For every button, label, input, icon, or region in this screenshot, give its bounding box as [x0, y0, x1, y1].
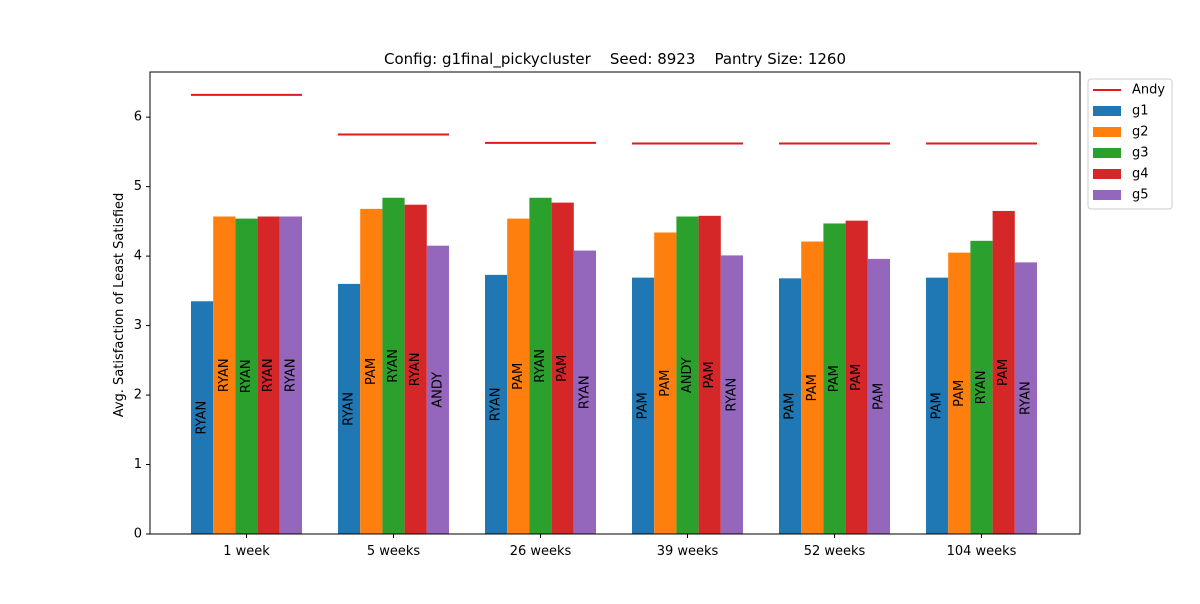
- bar-g5-3: [720, 255, 743, 534]
- bar-label-g4-4: PAM: [849, 364, 864, 391]
- bar-g5-2: [573, 250, 596, 534]
- x-tick-label-2: 26 weeks: [510, 544, 572, 559]
- bar-label-g2-0: RYAN: [217, 358, 232, 392]
- bar-label-g2-2: PAM: [511, 363, 526, 390]
- bar-g1-3: [632, 277, 655, 534]
- bar-g4-1: [404, 204, 427, 534]
- bar-g4-3: [698, 215, 721, 534]
- legend-swatch-g1: [1093, 106, 1121, 116]
- bar-g5-1: [426, 245, 449, 534]
- bar-label-g3-1: RYAN: [386, 349, 401, 383]
- y-tick-label-3: 3: [134, 318, 142, 333]
- bar-g2-5: [948, 252, 971, 534]
- bar-g3-1: [382, 197, 405, 534]
- legend-label-andy: Andy: [1132, 83, 1165, 98]
- chart-title: Config: g1final_pickycluster Seed: 8923 …: [384, 50, 846, 69]
- legend-swatch-g4: [1093, 169, 1121, 179]
- bar-g1-5: [926, 277, 949, 534]
- bar-label-g5-1: ANDY: [430, 372, 445, 408]
- bar-g1-2: [485, 274, 508, 534]
- x-tick-label-4: 52 weeks: [804, 544, 866, 559]
- bar-label-g4-5: PAM: [996, 359, 1011, 386]
- bar-g3-0: [235, 218, 258, 534]
- bar-label-g4-0: RYAN: [261, 358, 276, 392]
- bar-label-g1-5: PAM: [930, 392, 945, 419]
- bar-g4-4: [845, 220, 868, 534]
- legend-label-g1: g1: [1132, 104, 1149, 119]
- bar-label-g3-5: RYAN: [974, 371, 989, 405]
- bar-label-g3-2: RYAN: [533, 349, 548, 383]
- bar-label-g4-1: RYAN: [408, 352, 423, 386]
- bars-layer: [191, 197, 1037, 535]
- bar-label-g2-4: PAM: [805, 374, 820, 401]
- y-tick-label-6: 6: [134, 110, 142, 125]
- bar-g1-0: [191, 301, 214, 534]
- bar-label-g1-3: PAM: [636, 392, 651, 419]
- bar-g4-0: [257, 216, 280, 535]
- bar-label-g1-2: RYAN: [489, 388, 504, 422]
- x-tick-label-5: 104 weeks: [947, 544, 1017, 559]
- bar-g1-1: [338, 283, 361, 534]
- bar-g2-1: [360, 208, 383, 534]
- bar-g3-3: [676, 216, 699, 535]
- legend: Andy g1 g2 g3 g4 g5: [1087, 78, 1173, 210]
- reference-lines-layer: [191, 93, 1037, 145]
- x-tick-label-3: 39 weeks: [657, 544, 719, 559]
- bar-label-g5-2: RYAN: [577, 375, 592, 409]
- bar-label-g5-3: RYAN: [724, 378, 739, 412]
- bar-label-g4-2: PAM: [555, 355, 570, 382]
- y-tick-label-4: 4: [134, 249, 142, 264]
- bar-g3-2: [529, 197, 552, 534]
- legend-label-g5: g5: [1132, 188, 1149, 203]
- y-tick-label-1: 1: [134, 457, 142, 472]
- legend-swatch-g5: [1093, 190, 1121, 200]
- bar-labels-layer: RYAN RYAN RYAN RYAN RYAN RYAN PAM RYAN RYAN ANDY R…: [195, 349, 1034, 435]
- axes-layer: 1 week 5 weeks 26 weeks 39 weeks 52 weeks 104…: [134, 71, 1081, 559]
- y-tick-label-5: 5: [134, 179, 142, 194]
- legend-label-g2: g2: [1132, 125, 1149, 140]
- y-axis-label: Avg. Satisfaction of Least Satisfied: [112, 193, 127, 418]
- bar-g1-4: [779, 278, 802, 534]
- bar-label-g4-3: PAM: [702, 361, 717, 388]
- bar-g4-5: [992, 210, 1015, 534]
- legend-swatch-g2: [1093, 127, 1121, 137]
- bar-g2-0: [213, 216, 236, 535]
- bar-g5-4: [867, 258, 890, 534]
- bar-label-g1-4: PAM: [783, 393, 798, 420]
- bar-g2-3: [654, 232, 677, 535]
- bar-label-g5-5: RYAN: [1018, 381, 1033, 415]
- bar-label-g2-1: PAM: [364, 358, 379, 385]
- y-tick-label-2: 2: [134, 388, 142, 403]
- x-tick-label-0: 1 week: [223, 544, 270, 559]
- bar-label-g3-3: ANDY: [680, 357, 695, 393]
- bar-label-g1-1: RYAN: [342, 392, 357, 426]
- x-tick-label-1: 5 weeks: [367, 544, 421, 559]
- bar-label-g1-0: RYAN: [195, 401, 210, 435]
- bar-g4-2: [551, 202, 574, 534]
- bar-label-g5-0: RYAN: [283, 358, 298, 392]
- bar-label-g2-3: PAM: [658, 370, 673, 397]
- bar-g3-5: [970, 240, 993, 535]
- bar-g2-2: [507, 218, 530, 534]
- bar-label-g5-4: PAM: [871, 383, 886, 410]
- bar-label-g2-5: PAM: [952, 380, 967, 407]
- legend-label-g3: g3: [1132, 146, 1149, 161]
- legend-swatch-g3: [1093, 148, 1121, 158]
- plot-frame: [149, 71, 1081, 535]
- y-tick-label-0: 0: [134, 527, 142, 542]
- bar-label-g3-4: PAM: [827, 365, 842, 392]
- legend-box: [1087, 78, 1173, 210]
- bar-g2-4: [801, 241, 824, 534]
- bar-g5-0: [279, 216, 302, 535]
- bar-g3-4: [823, 223, 846, 534]
- legend-label-g4: g4: [1132, 167, 1149, 182]
- bar-label-g3-0: RYAN: [239, 359, 254, 393]
- bar-g5-5: [1014, 262, 1037, 534]
